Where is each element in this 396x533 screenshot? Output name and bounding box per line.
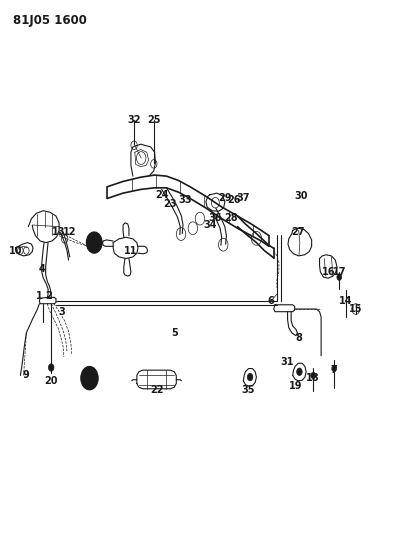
Text: 7: 7 — [331, 365, 337, 375]
Text: 30: 30 — [295, 191, 308, 201]
Text: 21: 21 — [83, 373, 96, 383]
Text: 8: 8 — [295, 333, 302, 343]
Text: 12: 12 — [63, 227, 76, 237]
Circle shape — [311, 372, 316, 378]
Text: 35: 35 — [242, 385, 255, 395]
Text: 23: 23 — [164, 199, 177, 209]
Text: 31: 31 — [281, 357, 294, 367]
Text: 15: 15 — [349, 304, 363, 314]
Text: 37: 37 — [237, 193, 250, 204]
Text: 25: 25 — [147, 115, 160, 125]
Circle shape — [332, 366, 337, 372]
Circle shape — [48, 364, 54, 371]
Text: 2: 2 — [46, 290, 52, 301]
Text: 26: 26 — [228, 195, 241, 205]
Text: 11: 11 — [124, 246, 138, 255]
Text: 16: 16 — [322, 267, 335, 277]
Text: 81J05 1600: 81J05 1600 — [13, 14, 86, 27]
Text: 21: 21 — [88, 238, 101, 247]
Text: 17: 17 — [333, 267, 346, 277]
Text: 10: 10 — [9, 246, 23, 255]
Text: 5: 5 — [171, 328, 178, 338]
Circle shape — [248, 373, 253, 381]
Text: 19: 19 — [289, 381, 303, 391]
Text: 3: 3 — [59, 306, 65, 317]
Circle shape — [81, 367, 98, 390]
Text: 1: 1 — [36, 290, 43, 301]
Text: 27: 27 — [291, 227, 305, 237]
Text: 36: 36 — [208, 213, 222, 223]
Text: 9: 9 — [23, 370, 30, 381]
Text: 14: 14 — [339, 296, 353, 306]
Circle shape — [297, 368, 302, 375]
Text: 34: 34 — [203, 220, 217, 230]
Text: 20: 20 — [44, 376, 58, 386]
Text: 13: 13 — [52, 227, 65, 237]
Text: 24: 24 — [155, 190, 168, 200]
Text: 18: 18 — [307, 373, 320, 383]
Text: 29: 29 — [218, 193, 232, 204]
Text: 28: 28 — [225, 213, 238, 223]
Circle shape — [86, 232, 102, 253]
Text: 32: 32 — [128, 115, 141, 125]
Circle shape — [337, 274, 342, 280]
Text: 6: 6 — [268, 296, 274, 306]
Text: 33: 33 — [179, 195, 192, 205]
Text: 4: 4 — [39, 264, 46, 274]
Text: 22: 22 — [150, 385, 163, 395]
